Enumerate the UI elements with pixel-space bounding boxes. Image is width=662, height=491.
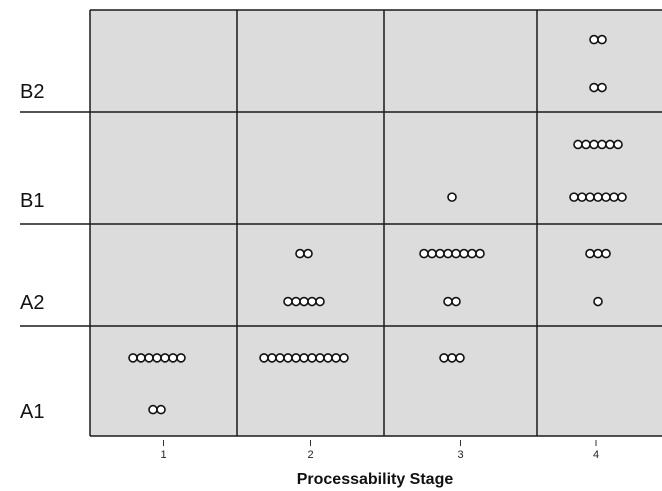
data-point-circle	[443, 296, 453, 307]
data-point-circle	[593, 192, 603, 202]
x-tick-label: 3	[457, 449, 463, 461]
x-axis-title: Processability Stage	[297, 471, 454, 488]
data-point-circle	[152, 353, 162, 363]
data-point-circle	[447, 353, 457, 363]
y-tick-labels: A1 A2 B1 B2	[20, 81, 44, 423]
data-point-circle	[291, 353, 301, 363]
data-point-circle	[585, 192, 595, 202]
data-point-circle	[176, 353, 186, 363]
data-point-circle	[148, 404, 158, 415]
data-point-circle	[447, 192, 457, 202]
data-point-circle	[323, 353, 333, 363]
data-point-circle	[451, 248, 461, 259]
data-point-circle	[573, 139, 583, 150]
data-point-circle	[589, 139, 599, 150]
data-point-circle	[283, 296, 293, 307]
data-point-circle	[295, 248, 305, 259]
data-point-circle	[459, 248, 469, 259]
data-point-circle	[451, 296, 461, 307]
data-point-circle	[581, 139, 591, 150]
data-point-circle	[435, 248, 445, 259]
data-point-circle	[617, 192, 627, 202]
data-point-circle	[475, 248, 485, 259]
data-point-circle	[455, 353, 465, 363]
grid-lines	[20, 9, 662, 437]
data-point-circle	[291, 296, 301, 307]
data-point-circle	[593, 248, 603, 259]
data-point-circle	[136, 353, 146, 363]
data-point-circle	[569, 192, 579, 202]
y-tick-label: A2	[20, 292, 44, 314]
data-point-circle	[467, 248, 477, 259]
x-tick-labels: 1 2 3 4	[160, 440, 599, 461]
data-point-circle	[315, 296, 325, 307]
data-point-circle	[160, 353, 170, 363]
data-point-circle	[331, 353, 341, 363]
data-point-circle	[585, 248, 595, 259]
data-point-circle	[597, 82, 607, 93]
data-point-circle	[283, 353, 293, 363]
data-point-circle	[144, 353, 154, 363]
data-point-circle	[267, 353, 277, 363]
data-point-circle	[601, 248, 611, 259]
data-point-circle	[156, 404, 166, 415]
data-point-circle	[597, 34, 607, 45]
data-point-circle	[601, 192, 611, 202]
data-point-circle	[589, 82, 599, 93]
data-point-circle	[128, 353, 138, 363]
data-point-circle	[427, 248, 437, 259]
data-point-circle	[259, 353, 269, 363]
data-point-circle	[315, 353, 325, 363]
data-point-circle	[299, 296, 309, 307]
data-point-circle	[593, 296, 603, 307]
y-tick-label: B1	[20, 190, 44, 212]
data-point-circle	[577, 192, 587, 202]
data-point-circle	[419, 248, 429, 259]
data-point-circle	[339, 353, 349, 363]
data-point-circle	[299, 353, 309, 363]
data-point-circle	[613, 139, 623, 150]
data-point-circle	[443, 248, 453, 259]
data-point-circle	[307, 296, 317, 307]
data-point-circle	[439, 353, 449, 363]
x-tick-label: 4	[593, 449, 599, 461]
x-tick-label: 1	[160, 449, 166, 461]
plot-background	[90, 10, 662, 436]
data-point-circle	[303, 248, 313, 259]
y-tick-label: B2	[20, 81, 44, 103]
x-tick-label: 2	[307, 449, 313, 461]
data-point-circle	[605, 139, 615, 150]
data-point-circle	[597, 139, 607, 150]
y-tick-label: A1	[20, 401, 44, 423]
data-point-circle	[168, 353, 178, 363]
data-points	[128, 34, 627, 415]
data-point-circle	[275, 353, 285, 363]
data-point-circle	[307, 353, 317, 363]
data-point-circle	[589, 34, 599, 45]
data-point-circle	[609, 192, 619, 202]
